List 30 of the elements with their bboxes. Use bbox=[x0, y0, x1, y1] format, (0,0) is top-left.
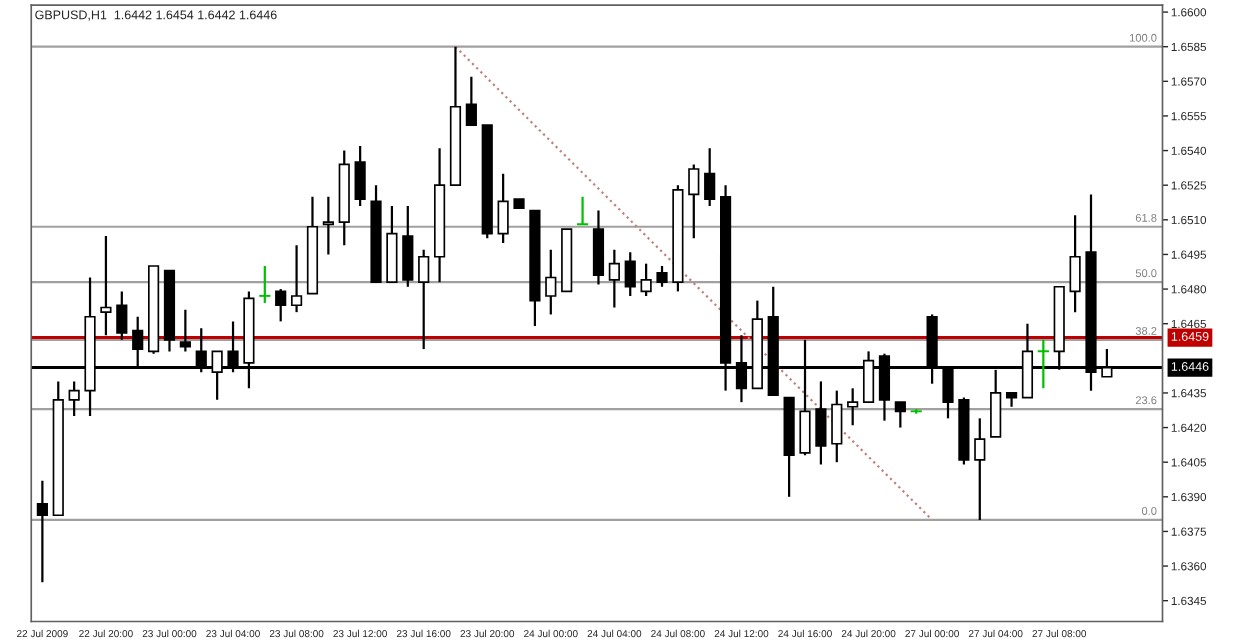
candlestick bbox=[100, 234, 112, 337]
candlestick bbox=[402, 204, 414, 288]
candlestick bbox=[259, 264, 271, 305]
candlestick bbox=[322, 195, 334, 256]
candlestick bbox=[894, 401, 906, 429]
candlestick bbox=[116, 290, 128, 341]
candlestick bbox=[36, 479, 48, 584]
candlestick bbox=[576, 195, 589, 226]
candlestick bbox=[465, 75, 477, 127]
candlestick bbox=[1037, 338, 1049, 390]
candlestick bbox=[847, 387, 859, 427]
candlestick bbox=[688, 163, 700, 240]
candlestick bbox=[815, 380, 827, 466]
candlestick bbox=[354, 144, 366, 208]
candlestick bbox=[418, 248, 430, 351]
candlestick bbox=[497, 172, 509, 245]
candlestick bbox=[290, 244, 303, 314]
candlestick bbox=[592, 209, 605, 286]
candlestick bbox=[640, 262, 652, 298]
candlestick bbox=[624, 251, 636, 298]
candlestick bbox=[545, 248, 557, 316]
candlestick bbox=[831, 389, 843, 464]
candlestick bbox=[656, 264, 668, 288]
candlestick bbox=[608, 248, 620, 309]
candlestick bbox=[68, 380, 80, 418]
candlestick bbox=[704, 147, 716, 208]
candlestick bbox=[974, 417, 986, 522]
candlestick bbox=[179, 308, 191, 353]
candlestick bbox=[275, 287, 287, 323]
candlestick bbox=[1069, 214, 1081, 314]
